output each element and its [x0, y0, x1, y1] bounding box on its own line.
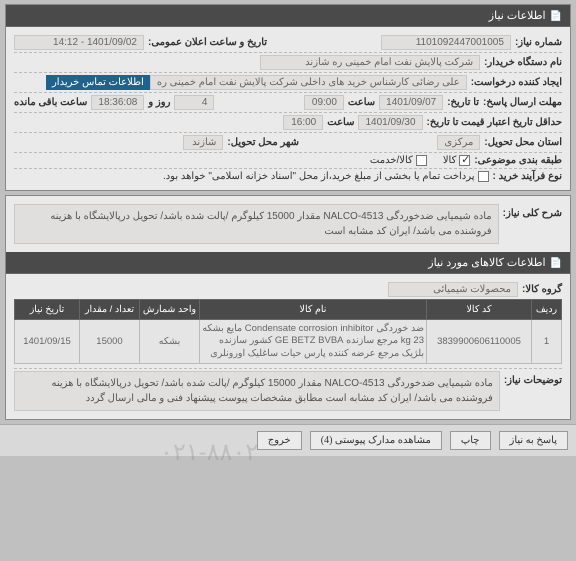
notes-label: توضیحات نیاز:: [504, 371, 562, 386]
deadline-label: مهلت ارسال پاسخ:: [483, 97, 562, 108]
summary-label: شرح کلی نیاز:: [503, 204, 562, 219]
group-label: گروه کالا:: [522, 284, 562, 295]
checkbox-service[interactable]: کالا/خدمت: [370, 155, 427, 166]
announce-label: تاریخ و ساعت اعلان عمومی:: [148, 37, 267, 48]
group-value: محصولات شیمیائی: [388, 282, 518, 297]
docs-button[interactable]: مشاهده مدارک پیوستی (4): [310, 431, 442, 450]
panel-title-text: اطلاعات نیاز: [489, 9, 546, 22]
check-service-label: کالا/خدمت: [370, 155, 413, 166]
print-button[interactable]: چاپ: [450, 431, 491, 450]
col-unit: واحد شمارش: [140, 300, 200, 320]
process-note: پرداخت تمام یا بخشی از مبلغ خرید،از محل …: [163, 171, 475, 182]
buyer-value: شرکت پالایش نفت امام خمینی ره شازند: [260, 55, 480, 70]
checkbox-goods[interactable]: کالا: [443, 155, 471, 166]
creator-value: علی رضائی کارشناس خرید های داخلی شرکت پا…: [150, 75, 467, 90]
check-process-icon: [478, 171, 489, 182]
remain-label: ساعت باقی مانده: [14, 97, 87, 108]
cell-date: 1401/09/15: [15, 320, 80, 364]
col-name: نام کالا: [200, 300, 427, 320]
items-section-title: اطلاعات کالاهای مورد نیاز: [6, 252, 570, 274]
deadline-to-label: تا تاریخ:: [447, 97, 479, 108]
request-no-label: شماره نیاز:: [515, 37, 562, 48]
days-label: روز و: [148, 97, 170, 108]
col-date: تاریخ نیاز: [15, 300, 80, 320]
items-title-text: اطلاعات کالاهای مورد نیاز: [428, 256, 545, 269]
items-table: ردیف کد کالا نام کالا واحد شمارش تعداد /…: [14, 299, 562, 364]
province-label: استان محل تحویل:: [484, 137, 562, 148]
city-value: شازند: [183, 135, 223, 150]
hours-remaining: 18:36:08: [91, 95, 144, 110]
contact-button[interactable]: اطلاعات تماس خریدار: [46, 75, 150, 90]
days-remaining: 4: [174, 95, 214, 110]
deadline-date: 1401/09/07: [379, 95, 443, 110]
credit-label: حداقل تاریخ اعتبار قیمت تا تاریخ:: [427, 117, 562, 128]
panel-title-info: اطلاعات نیاز: [6, 5, 570, 27]
credit-date: 1401/09/30: [358, 115, 422, 130]
checkbox-process[interactable]: پرداخت تمام یا بخشی از مبلغ خرید،از محل …: [163, 171, 489, 182]
col-row: ردیف: [532, 300, 562, 320]
city-label: شهر محل تحویل:: [227, 137, 299, 148]
credit-time-label: ساعت: [327, 117, 354, 128]
cell-qty: 15000: [80, 320, 140, 364]
document-icon: [550, 10, 562, 22]
table-row: 1 3839900606110005 ضد خوردگی Condensate …: [15, 320, 562, 364]
deadline-time: 09:00: [304, 95, 344, 110]
announce-value: 1401/09/02 - 14:12: [14, 35, 144, 50]
budget-label: طبقه بندی موضوعی:: [474, 155, 562, 166]
summary-value: ماده شیمیایی ضدخوردگی NALCO-4513 مقدار 1…: [14, 204, 499, 244]
document-icon-2: [550, 257, 562, 269]
process-label: نوع فرآیند خرید :: [493, 171, 562, 182]
notes-value: ماده شیمیایی ضدخوردگی NALCO-4513 مقدار 1…: [14, 371, 500, 411]
cell-row: 1: [532, 320, 562, 364]
col-code: کد کالا: [427, 300, 532, 320]
check-goods-icon: [459, 155, 470, 166]
cell-name: ضد خوردگی Condensate corrosion inhibitor…: [200, 320, 427, 364]
cell-unit: بشکه: [140, 320, 200, 364]
check-goods-label: کالا: [443, 155, 457, 166]
cell-code: 3839900606110005: [427, 320, 532, 364]
credit-time: 16:00: [283, 115, 323, 130]
reply-button[interactable]: پاسخ به نیاز: [499, 431, 569, 450]
creator-label: ایجاد کننده درخواست:: [471, 77, 562, 88]
footer-buttons: پاسخ به نیاز چاپ مشاهده مدارک پیوستی (4)…: [0, 424, 576, 456]
col-qty: تعداد / مقدار: [80, 300, 140, 320]
request-no-value: 1101092447001005: [381, 35, 511, 50]
province-value: مرکزی: [437, 135, 480, 150]
exit-button[interactable]: خروج: [257, 431, 302, 450]
buyer-label: نام دستگاه خریدار:: [484, 57, 562, 68]
check-service-icon: [416, 155, 427, 166]
deadline-time-label: ساعت: [348, 97, 375, 108]
